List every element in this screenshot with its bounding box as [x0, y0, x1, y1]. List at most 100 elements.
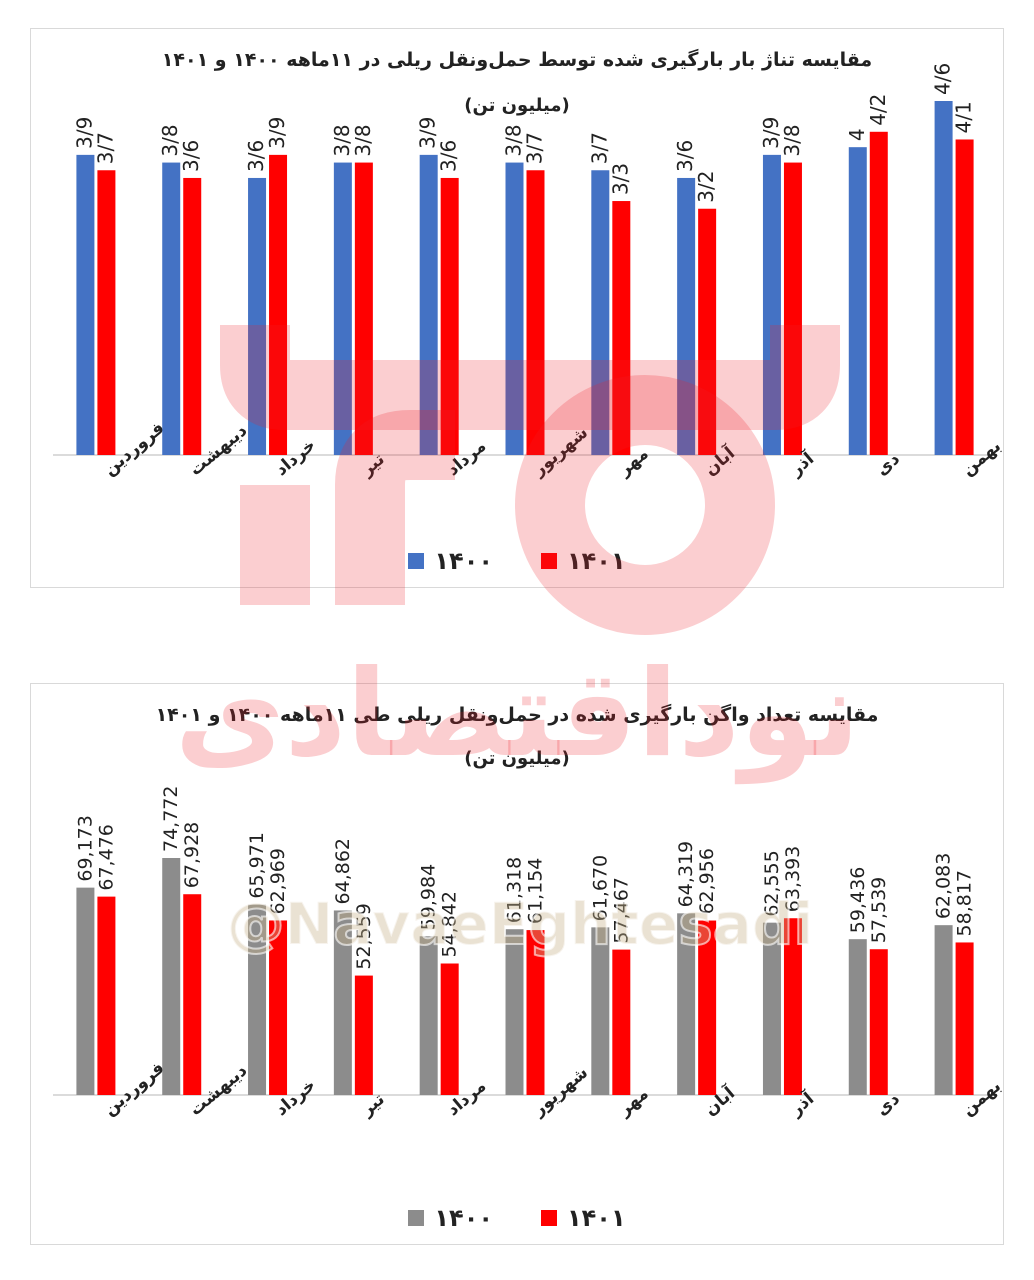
bar-1-2: [269, 154, 288, 455]
data-label-0-10: 4/6: [931, 63, 955, 95]
legend-item-1401-b: ۱۴۰۱: [541, 1204, 626, 1232]
bar-1-6: [612, 949, 631, 1095]
tonnage-chart-subtitle: (میلیون تن): [464, 95, 570, 116]
data-label-0-9: 59,436: [847, 867, 869, 933]
data-label-0-6: 61,670: [589, 855, 611, 921]
data-label-1-0: 3/7: [93, 132, 117, 164]
legend-swatch-1401-b: [541, 1210, 557, 1226]
data-label-1-1: 3/6: [179, 140, 203, 172]
data-label-0-8: 3/9: [759, 117, 783, 149]
bar-0-0: [76, 154, 95, 455]
bar-1-8: [783, 918, 802, 1095]
tonnage-chart-title: مقایسه تناژ بار بارگیری شده توسط حمل‌ونق…: [161, 49, 873, 71]
data-label-1-8: 63,393: [782, 846, 804, 912]
data-label-0-10: 62,083: [933, 853, 955, 919]
bar-0-4: [419, 154, 438, 455]
bar-1-10: [955, 139, 974, 455]
bar-0-0: [76, 887, 95, 1095]
data-label-1-1: 67,928: [181, 822, 203, 888]
data-label-1-3: 52,559: [353, 903, 375, 969]
bar-1-2: [269, 920, 288, 1095]
bar-0-6: [591, 170, 610, 455]
bar-0-5: [505, 929, 524, 1095]
tonnage-bar-chart: 3/93/7فروردین3/83/6اردیبهشت3/63/9خرداد3/…: [53, 63, 1005, 481]
bar-0-8: [762, 922, 781, 1095]
data-label-1-10: 58,817: [954, 870, 976, 936]
bar-1-7: [698, 208, 717, 455]
bar-0-9: [848, 939, 867, 1095]
wagon-bar-chart: 69,173 67,476فروردین74,77267,928اردیبهشت6…: [53, 786, 1005, 1121]
data-label-0-9: 4: [845, 128, 869, 141]
data-label-1-7: 3/2: [694, 171, 718, 203]
legend-label-1400-b: ۱۴۰۰: [434, 1204, 493, 1232]
data-label-1-0: 67,476: [95, 824, 117, 890]
legend-item-1400: ۱۴۰۰: [408, 547, 493, 575]
data-label-1-3: 3/8: [351, 124, 375, 156]
bar-1-0: [97, 896, 116, 1095]
bar-1-5: [526, 930, 545, 1095]
data-label-0-2: 3/6: [244, 140, 268, 172]
data-label-0-3: 3/8: [330, 124, 354, 156]
data-label-0-5: 3/8: [502, 124, 526, 156]
legend-swatch-1400: [408, 553, 425, 569]
bar-0-3: [333, 910, 352, 1095]
bar-1-1: [183, 894, 202, 1095]
data-label-1-2: 62,969: [267, 848, 289, 914]
data-label-1-4: 54,842: [439, 891, 461, 957]
legend-swatch-1401: [541, 553, 557, 569]
wagon-chart-legend: ۱۴۰۰ ۱۴۰۱: [31, 1204, 1003, 1232]
bar-0-5: [505, 162, 524, 455]
bar-1-6: [612, 201, 631, 455]
legend-label-1401-b: ۱۴۰۱: [567, 1204, 626, 1232]
data-label-1-6: 3/3: [608, 163, 632, 195]
data-label-0-4: 59,984: [418, 864, 440, 930]
bar-1-7: [698, 920, 717, 1095]
tonnage-chart-legend: ۱۴۰۰ ۱۴۰۱: [31, 547, 1003, 575]
data-label-0-7: 64,319: [675, 841, 697, 907]
legend-label-1400: ۱۴۰۰: [434, 547, 493, 575]
bar-0-9: [848, 147, 867, 455]
data-label-1-10: 4/1: [952, 101, 976, 133]
legend-item-1401: ۱۴۰۱: [541, 547, 626, 575]
bar-0-1: [162, 858, 181, 1095]
data-label-0-2: 65,971: [246, 832, 268, 898]
bar-0-10: [934, 101, 953, 455]
legend-label-1401: ۱۴۰۱: [567, 547, 626, 575]
bar-1-4: [440, 963, 459, 1095]
data-label-0-1: 3/8: [158, 124, 182, 156]
bar-1-10: [955, 942, 974, 1095]
bar-0-2: [248, 177, 267, 455]
legend-item-1400-b: ۱۴۰۰: [408, 1204, 493, 1232]
data-label-0-6: 3/7: [587, 132, 611, 164]
bar-1-3: [354, 975, 373, 1095]
bar-0-6: [591, 927, 610, 1095]
bar-1-1: [183, 177, 202, 455]
data-label-1-6: 57,467: [610, 877, 632, 943]
bar-0-8: [762, 154, 781, 455]
bar-0-7: [677, 177, 696, 455]
bar-0-7: [677, 913, 696, 1095]
data-label-1-4: 3/6: [437, 140, 461, 172]
data-label-0-0: 3/9: [72, 117, 96, 149]
tonnage-chart-panel: مقایسه تناژ بار بارگیری شده توسط حمل‌ونق…: [30, 28, 1005, 588]
bar-0-2: [248, 904, 267, 1095]
bar-0-4: [419, 936, 438, 1095]
bar-0-1: [162, 162, 181, 455]
data-label-1-8: 3/8: [780, 124, 804, 156]
wagon-chart-subtitle: (میلیون تن): [464, 748, 570, 769]
legend-swatch-1400-b: [408, 1210, 425, 1226]
bar-1-9: [869, 949, 888, 1095]
bar-1-0: [97, 170, 116, 455]
data-label-1-9: 4/2: [866, 94, 890, 126]
bar-1-9: [869, 131, 888, 456]
data-label-0-4: 3/9: [416, 117, 440, 149]
bar-1-4: [440, 177, 459, 455]
bar-1-5: [526, 170, 545, 455]
bar-1-3: [354, 162, 373, 455]
data-label-1-2: 3/9: [265, 117, 289, 149]
data-label-0-0: 69,173: [74, 815, 96, 881]
data-label-0-3: 64,862: [332, 838, 354, 904]
data-label-1-5: 61,154: [525, 858, 547, 924]
data-label-0-7: 3/6: [673, 140, 697, 172]
bar-0-3: [333, 162, 352, 455]
